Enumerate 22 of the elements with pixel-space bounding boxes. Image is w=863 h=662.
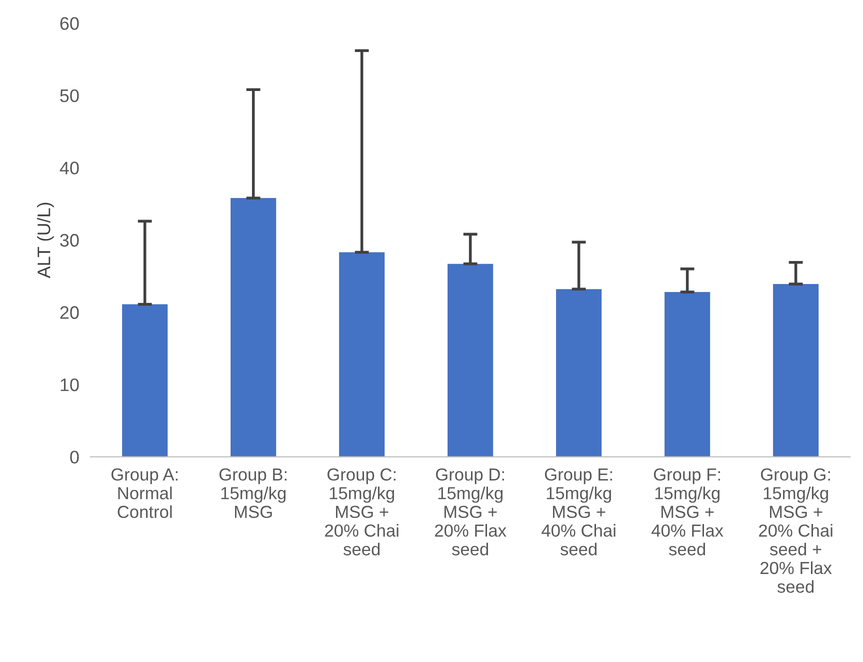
bar [122,304,168,457]
bar [664,292,710,457]
bar [448,264,494,457]
y-tick-label: 0 [70,450,79,464]
x-tick-label: Group D: 15mg/kg MSG + 20% Flax seed [435,468,506,556]
x-tick-label: Group A: Normal Control [111,468,178,518]
x-tick-label: Group B: 15mg/kg MSG [219,468,287,518]
bar [773,284,819,457]
bar [230,198,276,457]
x-tick-label: Group G: 15mg/kg MSG + 20% Chai seed + 20% Flax seed [759,468,832,593]
bar [339,252,385,457]
x-tick-label: Group E: 15mg/kg MSG + 40% Chai seed [542,468,616,556]
x-tick-label: Group C: 15mg/kg MSG + 20% Chai seed [325,468,398,556]
y-tick-label: 30 [60,234,79,247]
y-tick-label: 60 [60,17,79,30]
y-tick-label: 10 [60,378,79,392]
x-tick-label: Group F: 15mg/kg MSG + 40% Flax seed [652,468,724,556]
bar [556,289,602,457]
y-tick-label: 50 [60,89,79,102]
y-axis-title: ALT (U/L) [37,202,54,278]
y-tick-label: 20 [60,306,79,319]
y-tick-label: 40 [60,162,79,174]
